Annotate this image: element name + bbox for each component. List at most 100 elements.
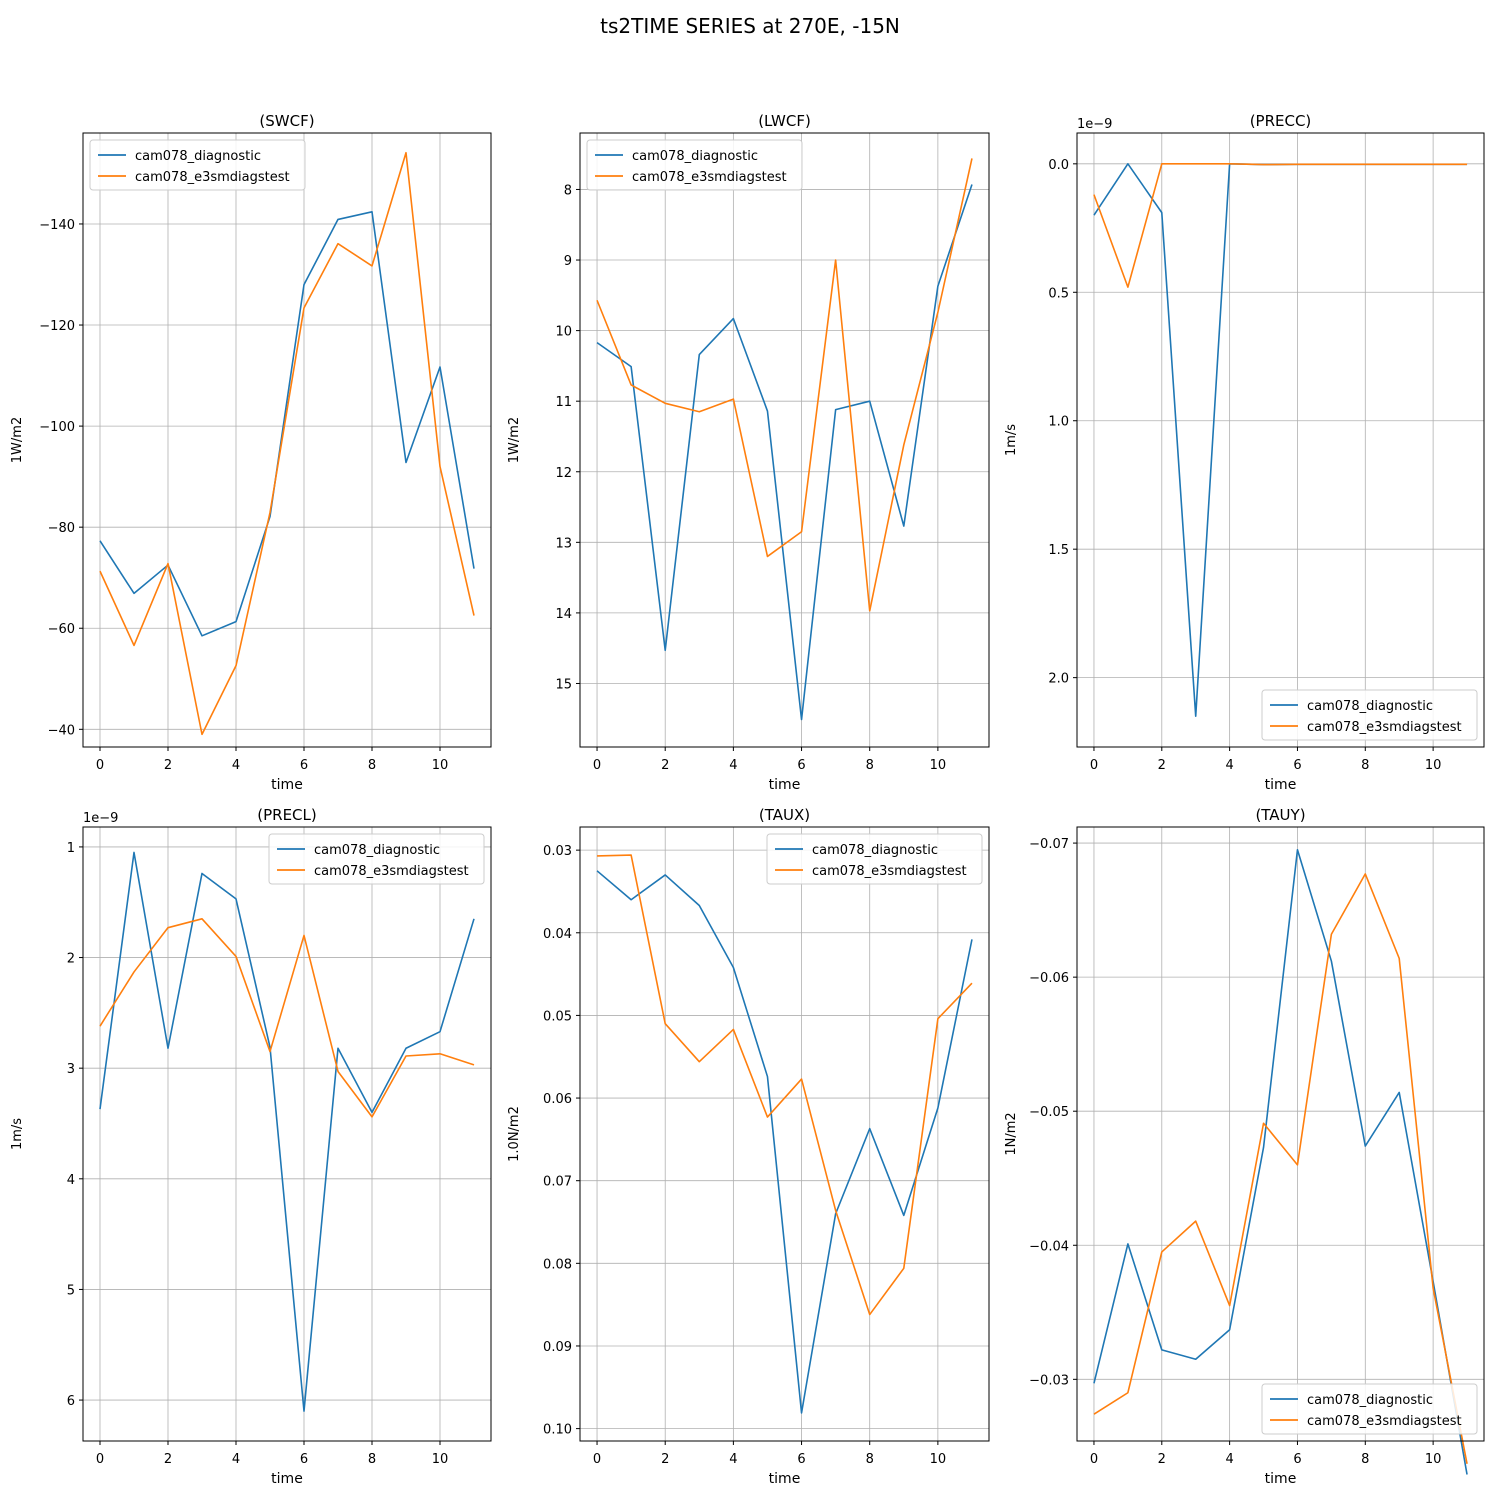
subplot-4: 0 2 4 6 8 10 0.03 0.04 0.05 0.06 0.07 0.08 0.09 0.10 (…: [507, 806, 989, 1487]
series-line-0: [597, 185, 972, 720]
legend: cam078_diagnostic cam078_e3smdiagstest: [90, 140, 305, 190]
axes-frame: [83, 827, 491, 1441]
y-tick-label: 0.0: [1048, 158, 1069, 173]
y-tick-label: 0.04: [543, 927, 572, 942]
subplot-title: (TAUX): [759, 806, 810, 824]
series-line-0: [100, 212, 474, 636]
y-tick-label: 14: [555, 607, 572, 622]
x-tick-label: 10: [432, 1452, 449, 1467]
x-tick-label: 10: [432, 758, 449, 773]
x-tick-label: 2: [1158, 1452, 1166, 1467]
y-tick-label: 0.03: [543, 844, 572, 859]
x-tick-label: 2: [164, 758, 172, 773]
legend-label-0: cam078_diagnostic: [1307, 1393, 1433, 1408]
y-tick-label: −0.06: [1029, 971, 1069, 986]
y-tick-label: −80: [48, 521, 75, 536]
x-tick-label: 6: [300, 1452, 308, 1467]
y-tick-label: 2.0: [1048, 672, 1069, 687]
series-line-1: [100, 919, 474, 1117]
x-tick-label: 8: [1361, 758, 1369, 773]
x-tick-label: 8: [368, 1452, 376, 1467]
subplot-title: (TAUY): [1255, 806, 1305, 824]
x-tick-label: 8: [1361, 1452, 1369, 1467]
legend-label-1: cam078_e3smdiagstest: [135, 170, 290, 185]
series-line-0: [100, 852, 474, 1411]
y-tick-label: 1.0: [1048, 415, 1069, 430]
x-tick-label: 2: [1158, 758, 1166, 773]
x-tick-label: 6: [1293, 1452, 1301, 1467]
y-tick-label: 0.08: [543, 1257, 572, 1272]
y-tick-label: −120: [39, 319, 75, 334]
legend-label-1: cam078_e3smdiagstest: [1307, 720, 1462, 735]
x-tick-label: 0: [96, 1452, 104, 1467]
x-tick-label: 0: [1090, 1452, 1098, 1467]
legend: cam078_diagnostic cam078_e3smdiagstest: [1262, 1384, 1477, 1434]
x-tick-label: 2: [164, 1452, 172, 1467]
legend-label-1: cam078_e3smdiagstest: [1307, 1414, 1462, 1429]
series-line-1: [1094, 874, 1467, 1464]
y-axis-label: 1m/s: [10, 1118, 25, 1150]
legend: cam078_diagnostic cam078_e3smdiagstest: [587, 140, 802, 190]
y-tick-label: 0.05: [543, 1009, 572, 1024]
y-axis-label: 1.0N/m2: [507, 1106, 522, 1162]
legend-label-0: cam078_diagnostic: [314, 843, 440, 858]
axes-frame: [580, 133, 989, 747]
y-tick-label: −140: [39, 218, 75, 233]
series-line-0: [597, 871, 972, 1413]
series-line-0: [1094, 850, 1467, 1475]
legend-label-0: cam078_diagnostic: [812, 843, 938, 858]
y-tick-label: −40: [48, 723, 75, 738]
x-axis-label: time: [271, 1471, 303, 1487]
subplot-title: (SWCF): [259, 112, 314, 130]
y-tick-label: −100: [39, 420, 75, 435]
legend-label-1: cam078_e3smdiagstest: [314, 864, 469, 879]
x-tick-label: 10: [930, 1452, 947, 1467]
x-tick-label: 6: [1293, 758, 1301, 773]
x-axis-label: time: [1265, 777, 1297, 793]
y-tick-label: −0.03: [1029, 1373, 1069, 1388]
y-offset-label: 1e−9: [83, 811, 118, 826]
y-tick-label: 2: [67, 952, 75, 967]
legend-label-0: cam078_diagnostic: [632, 149, 758, 164]
legend-label-0: cam078_diagnostic: [1307, 699, 1433, 714]
y-tick-label: 1.5: [1048, 543, 1069, 558]
y-tick-label: 8: [564, 183, 572, 198]
subplot-5: 0 2 4 6 8 10 −0.03 −0.04 −0.05 −0.06 −0.07 (TAUY) ti…: [1004, 806, 1484, 1487]
x-tick-label: 8: [866, 758, 874, 773]
x-tick-label: 6: [797, 1452, 805, 1467]
subplot-title: (LWCF): [758, 112, 811, 130]
y-tick-label: 13: [555, 536, 572, 551]
x-tick-label: 8: [368, 758, 376, 773]
y-axis-label: 1m/s: [1004, 424, 1019, 456]
x-tick-label: 4: [729, 1452, 737, 1467]
legend: cam078_diagnostic cam078_e3smdiagstest: [269, 834, 484, 884]
y-tick-label: 6: [67, 1394, 75, 1409]
x-tick-label: 4: [232, 758, 240, 773]
series-line-0: [1094, 164, 1467, 716]
x-axis-label: time: [271, 777, 303, 793]
y-tick-label: 10: [555, 325, 572, 340]
x-tick-label: 6: [797, 758, 805, 773]
series-line-1: [597, 158, 972, 610]
x-axis-label: time: [1265, 1471, 1297, 1487]
legend: cam078_diagnostic cam078_e3smdiagstest: [1262, 690, 1477, 740]
y-tick-label: 4: [67, 1173, 75, 1188]
legend: cam078_diagnostic cam078_e3smdiagstest: [767, 834, 982, 884]
y-axis-label: 1W/m2: [507, 417, 522, 463]
y-tick-label: 0.10: [543, 1423, 572, 1438]
x-tick-label: 10: [1425, 1452, 1442, 1467]
y-tick-label: 12: [555, 466, 572, 481]
series-line-1: [100, 153, 474, 735]
x-axis-label: time: [769, 1471, 801, 1487]
y-tick-label: 0.07: [543, 1175, 572, 1190]
x-tick-label: 8: [866, 1452, 874, 1467]
subplot-0: 0 2 4 6 8 10 −40 −60 −80 −100 −120 −140 (SWCF) time 1W…: [10, 112, 491, 793]
legend-label-0: cam078_diagnostic: [135, 149, 261, 164]
x-tick-label: 0: [96, 758, 104, 773]
x-tick-label: 0: [593, 758, 601, 773]
y-tick-label: 3: [67, 1062, 75, 1077]
x-tick-label: 4: [1225, 758, 1233, 773]
subplot-title: (PRECC): [1250, 112, 1312, 130]
y-offset-label: 1e−9: [1077, 117, 1112, 132]
y-tick-label: −0.05: [1029, 1105, 1069, 1120]
